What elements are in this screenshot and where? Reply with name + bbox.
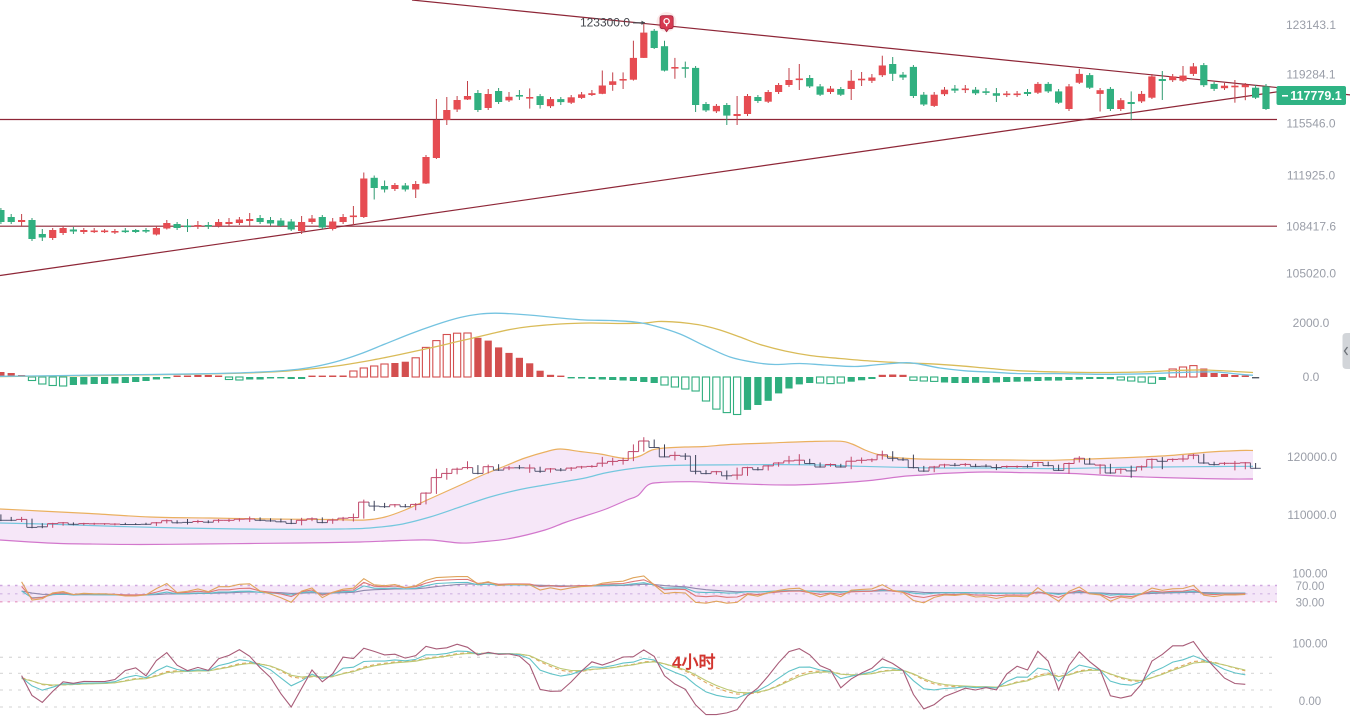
- svg-text:2000.0: 2000.0: [1293, 316, 1330, 330]
- svg-text:105020.0: 105020.0: [1286, 267, 1336, 281]
- svg-text:110000.0: 110000.0: [1287, 508, 1336, 522]
- svg-text:117779.1: 117779.1: [1290, 89, 1341, 103]
- svg-text:100.00: 100.00: [1292, 569, 1327, 581]
- svg-text:0.0: 0.0: [1303, 370, 1320, 384]
- svg-text:111925.0: 111925.0: [1287, 169, 1336, 183]
- svg-text:115546.0: 115546.0: [1286, 117, 1335, 131]
- svg-text:108417.6: 108417.6: [1286, 220, 1336, 234]
- svg-text:119284.1: 119284.1: [1286, 68, 1335, 82]
- svg-text:0.00: 0.00: [1299, 696, 1321, 708]
- svg-text:70.00: 70.00: [1296, 581, 1325, 593]
- svg-text:120000.0: 120000.0: [1287, 450, 1337, 464]
- svg-text:123143.1: 123143.1: [1286, 18, 1336, 32]
- svg-text:30.00: 30.00: [1296, 598, 1325, 610]
- svg-text:123300.0: 123300.0: [580, 16, 630, 30]
- svg-text:4小时: 4小时: [672, 653, 715, 672]
- svg-text:100.00: 100.00: [1292, 639, 1327, 651]
